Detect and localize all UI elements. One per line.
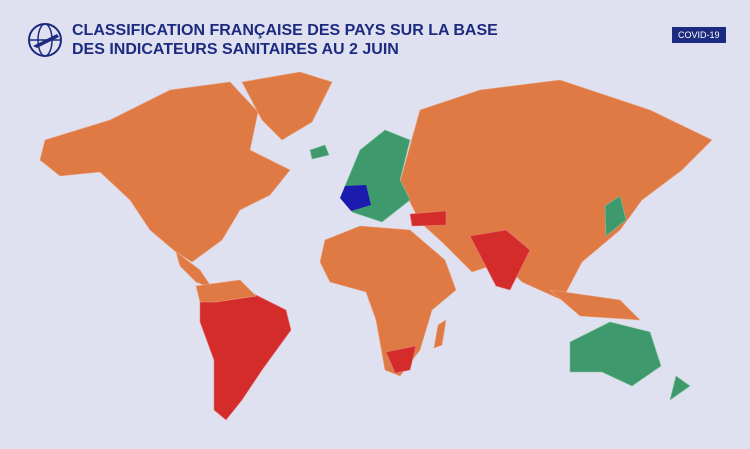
badge: COVID-19 [672, 27, 726, 43]
iceland [309, 144, 330, 160]
greenland [241, 71, 333, 141]
france [340, 185, 371, 211]
southeast-asia-islands [549, 289, 641, 321]
australia [569, 321, 662, 387]
north-america [39, 81, 291, 263]
logo [28, 23, 62, 57]
south-africa [385, 345, 417, 374]
new-zealand [669, 375, 691, 401]
south-america [199, 286, 292, 421]
title-line: CLASSIFICATION FRANÇAISE DES PAYS SUR LA… [72, 22, 498, 39]
japan [604, 195, 627, 237]
title: CLASSIFICATION FRANÇAISE DES PAYS SUR LA… [72, 21, 498, 59]
turkey [409, 210, 447, 227]
madagascar [433, 319, 447, 349]
title-line: DES INDICATEURS SANITAIRES AU 2 JUIN [72, 41, 399, 58]
india [469, 229, 531, 291]
northern-south-america [195, 279, 257, 303]
